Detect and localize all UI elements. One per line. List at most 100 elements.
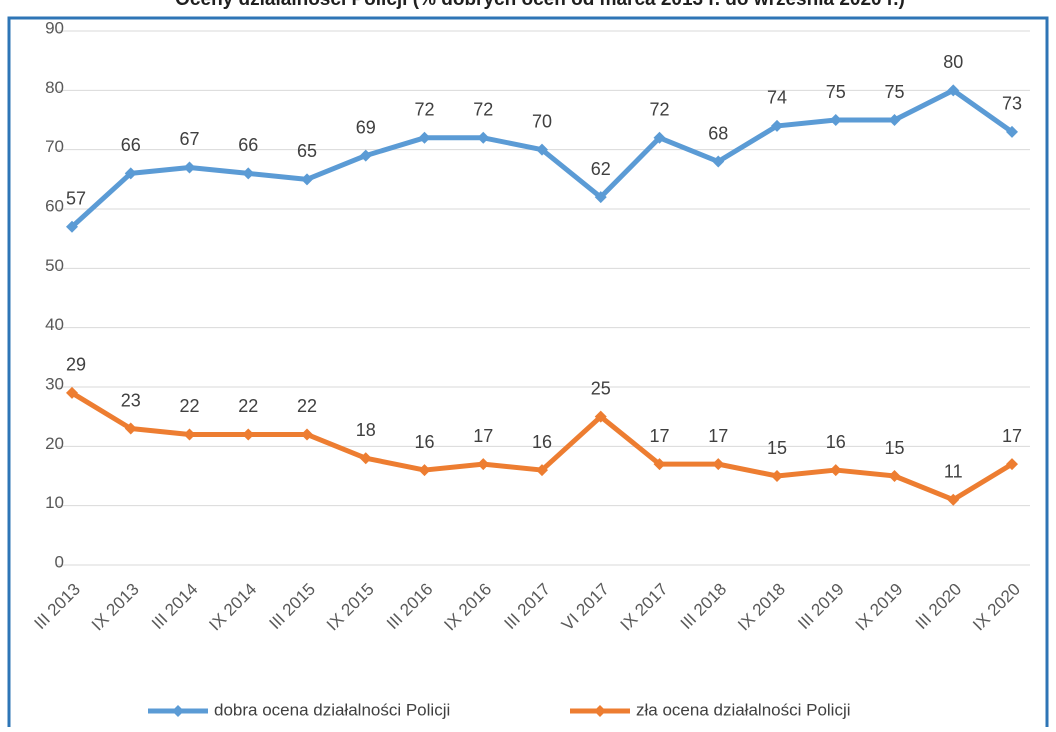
data-label: 22 [238, 396, 258, 416]
point-marker [712, 155, 725, 168]
data-label: 80 [943, 52, 963, 72]
x-tick-label: IX 2020 [969, 580, 1024, 635]
point-marker [653, 458, 666, 471]
point-marker [1006, 458, 1018, 471]
legend-marker [594, 705, 606, 717]
point-marker [359, 452, 372, 465]
point-marker [829, 464, 842, 477]
data-label: 67 [179, 129, 199, 149]
data-label: 75 [884, 82, 904, 102]
x-tick-label: IX 2015 [323, 580, 378, 635]
data-label: 16 [414, 432, 434, 452]
point-marker [771, 119, 783, 132]
point-marker [242, 167, 255, 180]
y-tick-label: 30 [45, 374, 64, 393]
point-marker [594, 191, 607, 204]
data-label: 29 [66, 355, 86, 375]
point-marker [771, 470, 783, 482]
y-tick-label: 50 [45, 256, 64, 275]
data-label: 72 [414, 100, 434, 120]
point-marker [477, 131, 490, 144]
point-marker [536, 143, 548, 156]
x-tick-label: III 2019 [794, 580, 848, 634]
x-tick-label: III 2020 [912, 580, 966, 634]
chart-title: Oceny działalności Policji (% dobrych oc… [175, 0, 905, 10]
y-tick-label: 10 [45, 493, 64, 512]
legend-label: zła ocena działalności Policji [636, 700, 851, 719]
data-label: 73 [1002, 94, 1022, 114]
data-label: 15 [767, 438, 787, 458]
data-label: 72 [473, 100, 493, 120]
data-label: 22 [179, 396, 199, 416]
data-label: 66 [121, 135, 141, 155]
data-label: 74 [767, 88, 787, 108]
y-tick-label: 20 [45, 434, 64, 453]
data-label: 75 [826, 82, 846, 102]
data-label: 23 [121, 390, 141, 410]
data-label: 69 [356, 117, 376, 137]
data-label: 22 [297, 396, 317, 416]
point-marker [242, 428, 255, 441]
x-tick-label: III 2013 [30, 580, 84, 634]
point-marker [888, 470, 901, 482]
point-marker [66, 386, 78, 399]
point-marker [947, 84, 960, 97]
point-marker [1006, 125, 1018, 138]
data-label: 70 [532, 111, 552, 131]
point-marker [124, 422, 137, 435]
x-tick-label: IX 2019 [852, 580, 907, 635]
data-label: 62 [591, 159, 611, 179]
data-label: 72 [649, 100, 669, 120]
point-marker [301, 173, 313, 186]
x-tick-label: III 2015 [265, 580, 319, 634]
point-marker [829, 114, 842, 126]
point-marker [183, 161, 196, 174]
point-marker [418, 464, 431, 477]
point-marker [477, 458, 490, 471]
data-label: 18 [356, 420, 376, 440]
point-marker [594, 410, 607, 423]
point-marker [66, 220, 78, 233]
data-label: 57 [66, 189, 86, 209]
data-label: 15 [884, 438, 904, 458]
point-marker [947, 493, 960, 506]
y-tick-label: 0 [55, 552, 64, 571]
y-tick-label: 80 [45, 78, 64, 97]
point-marker [712, 458, 725, 471]
point-marker [359, 149, 372, 162]
x-tick-label: III 2018 [677, 580, 731, 634]
x-tick-label: IX 2013 [88, 580, 143, 635]
x-tick-label: VI 2017 [558, 580, 613, 635]
data-label: 68 [708, 123, 728, 143]
data-label: 66 [238, 135, 258, 155]
data-label: 11 [944, 461, 963, 481]
x-tick-label: III 2017 [500, 580, 554, 634]
y-tick-label: 70 [45, 137, 64, 156]
point-marker [653, 131, 666, 144]
data-label: 17 [708, 426, 728, 446]
data-label: 17 [1002, 426, 1022, 446]
point-marker [888, 114, 901, 126]
x-tick-label: III 2016 [383, 580, 437, 634]
point-marker [418, 131, 431, 144]
point-marker [124, 167, 137, 180]
data-label: 16 [532, 432, 552, 452]
x-tick-label: IX 2017 [617, 580, 672, 635]
data-label: 25 [591, 378, 611, 398]
data-label: 16 [826, 432, 846, 452]
point-marker [536, 464, 548, 477]
x-tick-label: IX 2014 [205, 580, 260, 635]
point-marker [183, 428, 196, 441]
legend-marker [172, 705, 184, 717]
point-marker [301, 428, 313, 441]
x-tick-label: IX 2016 [440, 580, 495, 635]
data-label: 17 [649, 426, 669, 446]
data-label: 65 [297, 141, 317, 161]
data-label: 17 [473, 426, 493, 446]
legend-label: dobra ocena działalności Policji [214, 700, 450, 719]
y-tick-label: 40 [45, 315, 64, 334]
x-tick-label: III 2014 [148, 580, 202, 634]
y-tick-label: 90 [45, 18, 64, 37]
